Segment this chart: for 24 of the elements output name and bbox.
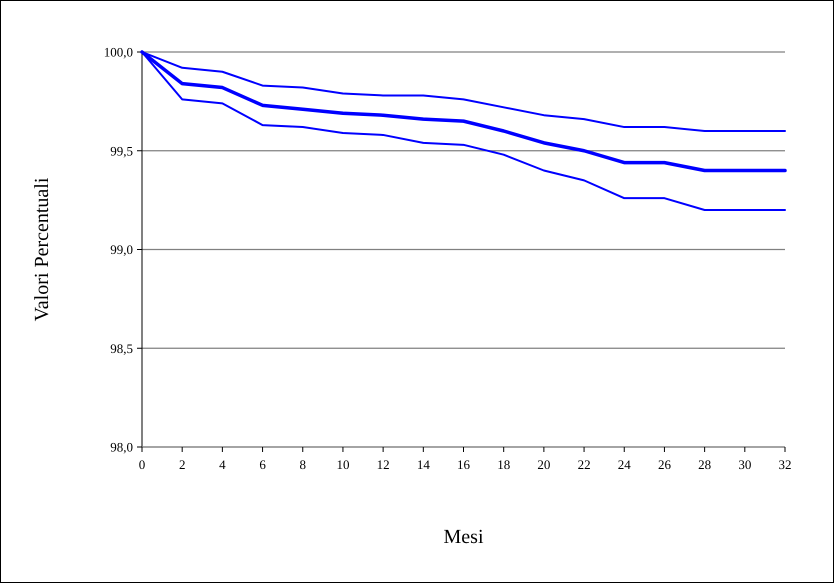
x-tick-label: 26	[658, 457, 672, 472]
x-tick-label: 32	[778, 457, 792, 472]
x-tick-label: 24	[618, 457, 632, 472]
x-tick-label: 2	[178, 457, 186, 472]
y-tick-label: 98,0	[110, 440, 133, 455]
y-tick-label: 98,5	[110, 340, 133, 356]
x-tick-label: 18	[497, 457, 510, 472]
x-tick-label: 0	[138, 457, 146, 472]
x-tick-label: 30	[738, 457, 752, 472]
y-tick-label: 99,0	[110, 242, 133, 258]
x-tick-label: 4	[219, 457, 226, 472]
y-tick-label: 100,0	[104, 44, 133, 60]
y-tick-label: 99,5	[110, 143, 133, 158]
x-tick-label: 10	[336, 457, 350, 472]
x-tick-label: 6	[259, 457, 266, 472]
x-axis-title: Mesi	[444, 526, 484, 548]
x-tick-label: 12	[376, 457, 390, 472]
y-axis-title: Valori Percentuali	[31, 177, 53, 322]
x-tick-label: 14	[416, 457, 430, 472]
x-tick-label: 20	[537, 457, 550, 472]
x-tick-label: 8	[300, 457, 306, 472]
x-tick-label: 28	[698, 457, 712, 472]
x-tick-label: 16	[457, 457, 470, 472]
x-tick-label: 22	[578, 457, 591, 472]
